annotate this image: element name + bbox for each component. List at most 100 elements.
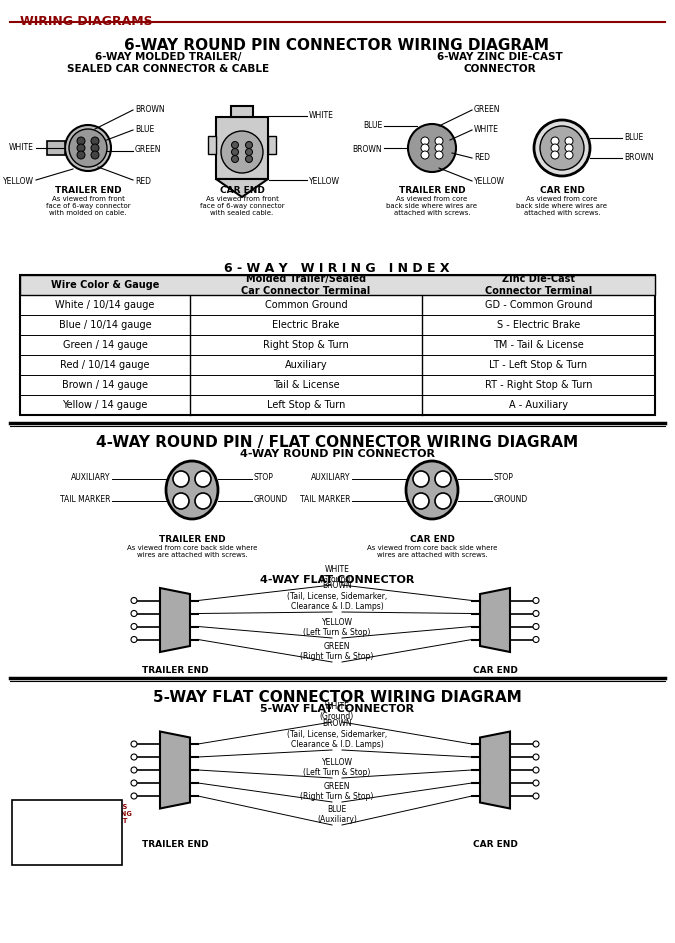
Text: Left Stop & Turn: Left Stop & Turn	[267, 400, 345, 410]
Circle shape	[533, 598, 539, 604]
Text: Green / 14 gauge: Green / 14 gauge	[63, 340, 147, 350]
Text: Molded Trailer/Sealed
Car Connector Terminal: Molded Trailer/Sealed Car Connector Term…	[242, 274, 371, 296]
Polygon shape	[160, 588, 190, 652]
Text: WIRING DIAGRAMS: WIRING DIAGRAMS	[20, 15, 153, 28]
Text: 6-WAY MOLDED TRAILER/
SEALED CAR CONNECTOR & CABLE: 6-WAY MOLDED TRAILER/ SEALED CAR CONNECT…	[67, 52, 269, 74]
Text: WHITE: WHITE	[9, 142, 34, 152]
Circle shape	[221, 131, 263, 173]
Text: As viewed from core back side where
wires are attached with screws.: As viewed from core back side where wire…	[127, 545, 257, 558]
Circle shape	[540, 126, 584, 170]
Text: TRAILER END: TRAILER END	[159, 535, 225, 544]
Text: 4-WAY FLAT CONNECTOR: 4-WAY FLAT CONNECTOR	[260, 575, 414, 585]
Circle shape	[77, 144, 85, 152]
Polygon shape	[480, 732, 510, 808]
Text: RED: RED	[135, 176, 151, 186]
Text: Tail & License: Tail & License	[273, 380, 340, 390]
Text: YELLOW
(Left Turn & Stop): YELLOW (Left Turn & Stop)	[303, 757, 371, 777]
Text: Right Stop & Turn: Right Stop & Turn	[263, 340, 349, 350]
Circle shape	[551, 144, 559, 152]
Circle shape	[565, 144, 573, 152]
Circle shape	[565, 137, 573, 145]
Text: YELLOW
(Left Turn & Stop): YELLOW (Left Turn & Stop)	[303, 618, 371, 637]
Circle shape	[246, 148, 252, 156]
Text: YELLOW: YELLOW	[3, 176, 34, 186]
Circle shape	[131, 767, 137, 773]
Circle shape	[421, 151, 429, 159]
Text: Wire Color & Gauge: Wire Color & Gauge	[51, 280, 159, 290]
Bar	[231, 106, 253, 117]
Circle shape	[533, 793, 539, 799]
Text: GROUND: GROUND	[494, 495, 529, 505]
Circle shape	[533, 637, 539, 642]
Text: YELLOW: YELLOW	[309, 176, 340, 186]
Circle shape	[413, 471, 429, 487]
Text: WHITE: WHITE	[474, 124, 499, 134]
Circle shape	[246, 141, 252, 148]
Text: RT - Right Stop & Turn: RT - Right Stop & Turn	[485, 380, 592, 390]
Bar	[20, 275, 655, 415]
Circle shape	[435, 493, 451, 509]
Text: TRAILER END: TRAILER END	[399, 186, 465, 195]
Text: Common Ground: Common Ground	[265, 300, 348, 310]
Circle shape	[173, 471, 189, 487]
Circle shape	[533, 780, 539, 786]
Circle shape	[533, 767, 539, 773]
Text: Electric Brake: Electric Brake	[272, 320, 340, 330]
Circle shape	[69, 129, 107, 167]
Text: STOP: STOP	[254, 473, 274, 483]
Bar	[47, 141, 65, 155]
Ellipse shape	[406, 461, 458, 519]
Text: Brown / 14 gauge: Brown / 14 gauge	[62, 380, 148, 390]
Circle shape	[533, 610, 539, 617]
Circle shape	[77, 151, 85, 159]
Polygon shape	[480, 588, 510, 652]
Text: GREEN: GREEN	[474, 105, 500, 113]
Text: BROWN: BROWN	[624, 153, 653, 161]
Text: White / 10/14 gauge: White / 10/14 gauge	[55, 300, 155, 310]
Circle shape	[533, 754, 539, 760]
Text: A - Auxiliary: A - Auxiliary	[509, 400, 568, 410]
Text: 6 - W A Y   W I R I N G   I N D E X: 6 - W A Y W I R I N G I N D E X	[224, 262, 450, 275]
Circle shape	[551, 151, 559, 159]
Text: Red / 10/14 gauge: Red / 10/14 gauge	[60, 360, 150, 370]
Text: GREEN
(Right Turn & Stop): GREEN (Right Turn & Stop)	[300, 782, 374, 801]
Text: TAIL MARKER: TAIL MARKER	[59, 495, 110, 505]
Text: CAR END: CAR END	[410, 535, 454, 544]
Circle shape	[195, 471, 211, 487]
Text: STOP: STOP	[494, 473, 514, 483]
Text: As viewed from front
face of 6-way connector
with sealed cable.: As viewed from front face of 6-way conne…	[200, 196, 284, 216]
Circle shape	[173, 493, 189, 509]
Circle shape	[435, 151, 443, 159]
Circle shape	[435, 137, 443, 145]
Circle shape	[65, 125, 111, 171]
Text: BLUE: BLUE	[362, 121, 382, 129]
Circle shape	[533, 623, 539, 630]
Text: WHITE: WHITE	[309, 110, 334, 120]
Text: LT - Left Stop & Turn: LT - Left Stop & Turn	[489, 360, 587, 370]
Circle shape	[421, 144, 429, 152]
Text: BLUE: BLUE	[135, 124, 155, 134]
Text: BROWN: BROWN	[135, 105, 165, 113]
Text: TAIL MARKER: TAIL MARKER	[300, 495, 350, 505]
Text: As viewed from front
face of 6-way connector
with molded on cable.: As viewed from front face of 6-way conne…	[46, 196, 130, 216]
Text: TM - Tail & License: TM - Tail & License	[493, 340, 584, 350]
Text: Zinc Die-Cast
Connector Terminal: Zinc Die-Cast Connector Terminal	[485, 274, 592, 296]
Circle shape	[232, 141, 238, 148]
Text: GREEN: GREEN	[135, 145, 161, 155]
Circle shape	[195, 493, 211, 509]
Text: 4-WAY ROUND PIN / FLAT CONNECTOR WIRING DIAGRAM: 4-WAY ROUND PIN / FLAT CONNECTOR WIRING …	[96, 435, 578, 450]
Text: 6-WAY ROUND PIN CONNECTOR WIRING DIAGRAM: 6-WAY ROUND PIN CONNECTOR WIRING DIAGRAM	[124, 38, 549, 53]
Circle shape	[232, 148, 238, 156]
Polygon shape	[160, 732, 190, 808]
Circle shape	[131, 623, 137, 630]
Bar	[208, 136, 216, 154]
Text: TRAILER END: TRAILER END	[55, 186, 122, 195]
Circle shape	[435, 471, 451, 487]
Circle shape	[131, 637, 137, 642]
Text: CAR END: CAR END	[219, 186, 265, 195]
Text: Yellow / 14 gauge: Yellow / 14 gauge	[62, 400, 148, 410]
Bar	[20, 275, 655, 295]
Text: 5-WAY FLAT CONNECTOR WIRING DIAGRAM: 5-WAY FLAT CONNECTOR WIRING DIAGRAM	[153, 690, 521, 705]
Circle shape	[421, 137, 429, 145]
Text: BLUE
(Auxiliary): BLUE (Auxiliary)	[317, 804, 357, 824]
